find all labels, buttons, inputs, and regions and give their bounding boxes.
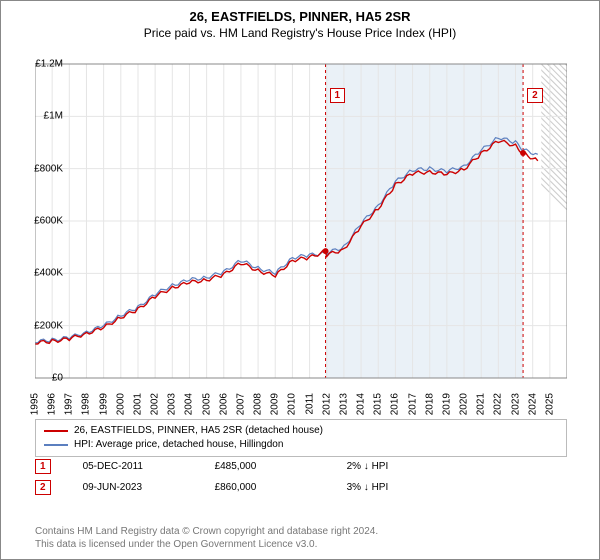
data-point-row: 1 05-DEC-2011 £485,000 2% ↓ HPI — [35, 459, 457, 474]
x-tick-label: 1997 — [64, 393, 75, 415]
legend-swatch — [44, 430, 68, 432]
y-tick-label: £0 — [3, 373, 63, 384]
legend: 26, EASTFIELDS, PINNER, HA5 2SR (detache… — [35, 419, 567, 457]
y-tick-label: £400K — [3, 268, 63, 279]
x-tick-label: 2023 — [510, 393, 521, 415]
y-tick-label: £200K — [3, 320, 63, 331]
x-tick-label: 2001 — [132, 393, 143, 415]
legend-text: 26, EASTFIELDS, PINNER, HA5 2SR (detache… — [74, 424, 323, 438]
y-tick-label: £600K — [3, 216, 63, 227]
data-point-delta: 2% ↓ HPI — [347, 461, 457, 472]
x-tick-label: 2009 — [270, 393, 281, 415]
title-line1: 26, EASTFIELDS, PINNER, HA5 2SR — [1, 9, 599, 24]
x-tick-label: 2015 — [373, 393, 384, 415]
x-tick-label: 1999 — [98, 393, 109, 415]
x-tick-label: 2018 — [424, 393, 435, 415]
y-tick-label: £1.2M — [3, 59, 63, 70]
x-tick-label: 2017 — [407, 393, 418, 415]
x-tick-label: 2007 — [235, 393, 246, 415]
y-tick-label: £1M — [3, 111, 63, 122]
x-tick-label: 2021 — [476, 393, 487, 415]
footer-line2: This data is licensed under the Open Gov… — [35, 538, 378, 551]
data-point-price: £860,000 — [215, 482, 325, 493]
x-tick-label: 2002 — [150, 393, 161, 415]
x-tick-label: 2013 — [338, 393, 349, 415]
x-tick-label: 2014 — [356, 393, 367, 415]
x-tick-label: 2022 — [493, 393, 504, 415]
data-points: 1 05-DEC-2011 £485,000 2% ↓ HPI 2 09-JUN-2023… — [35, 459, 457, 501]
data-point-marker: 1 — [35, 459, 51, 474]
footer: Contains HM Land Registry data © Crown c… — [35, 525, 378, 551]
x-tick-label: 2019 — [441, 393, 452, 415]
x-tick-label: 2012 — [321, 393, 332, 415]
x-tick-label: 2000 — [115, 393, 126, 415]
data-point-row: 2 09-JUN-2023 £860,000 3% ↓ HPI — [35, 480, 457, 495]
legend-item: HPI: Average price, detached house, Hill… — [44, 438, 558, 452]
chart — [35, 56, 567, 386]
x-tick-label: 2004 — [184, 393, 195, 415]
chart-svg — [35, 56, 567, 386]
x-tick-label: 2024 — [527, 393, 538, 415]
data-point-date: 05-DEC-2011 — [83, 461, 193, 472]
data-point-price: £485,000 — [215, 461, 325, 472]
title-line2: Price paid vs. HM Land Registry's House … — [1, 26, 599, 40]
legend-text: HPI: Average price, detached house, Hill… — [74, 438, 283, 452]
data-point-date: 09-JUN-2023 — [83, 482, 193, 493]
chart-marker-1: 1 — [330, 88, 346, 103]
x-tick-label: 2011 — [304, 393, 315, 415]
x-tick-label: 2010 — [287, 393, 298, 415]
x-tick-label: 2016 — [390, 393, 401, 415]
data-point-delta: 3% ↓ HPI — [347, 482, 457, 493]
x-tick-label: 1998 — [81, 393, 92, 415]
x-tick-label: 2006 — [218, 393, 229, 415]
x-tick-label: 2008 — [253, 393, 264, 415]
x-tick-label: 2025 — [544, 393, 555, 415]
x-tick-label: 1995 — [30, 393, 41, 415]
chart-marker-2: 2 — [527, 88, 543, 103]
legend-item: 26, EASTFIELDS, PINNER, HA5 2SR (detache… — [44, 424, 558, 438]
x-tick-label: 2005 — [201, 393, 212, 415]
x-tick-label: 1996 — [47, 393, 58, 415]
title-area: 26, EASTFIELDS, PINNER, HA5 2SR Price pa… — [1, 1, 599, 40]
chart-frame: 26, EASTFIELDS, PINNER, HA5 2SR Price pa… — [0, 0, 600, 560]
y-tick-label: £800K — [3, 163, 63, 174]
data-point-marker: 2 — [35, 480, 51, 495]
x-tick-label: 2020 — [459, 393, 470, 415]
footer-line1: Contains HM Land Registry data © Crown c… — [35, 525, 378, 538]
x-tick-label: 2003 — [167, 393, 178, 415]
legend-swatch — [44, 444, 68, 446]
